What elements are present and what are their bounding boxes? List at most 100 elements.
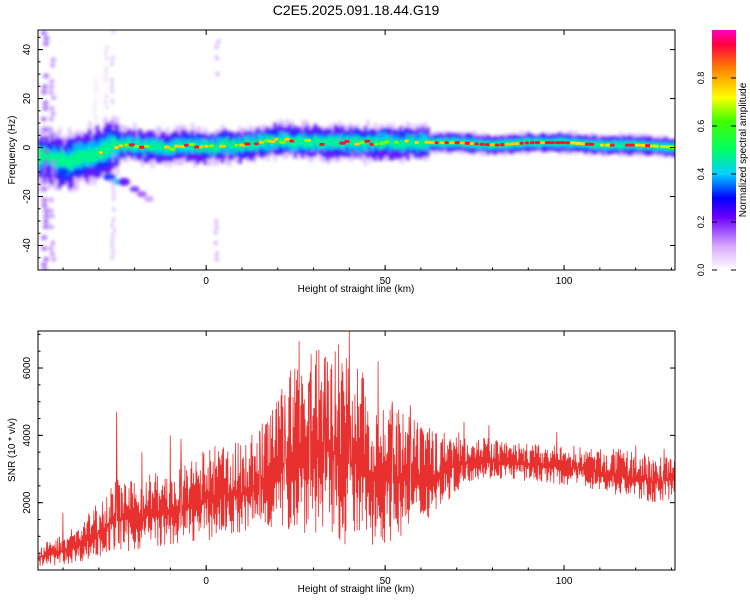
spectrogram-band-cell xyxy=(183,143,187,152)
spectrogram-streak xyxy=(104,66,108,72)
spectrogram-band-cell xyxy=(68,155,72,169)
spectrogram-streak xyxy=(110,239,114,245)
spectrogram-band-cell xyxy=(388,137,393,146)
spectrogram-streak xyxy=(43,148,50,154)
spectrogram-core-cell xyxy=(489,143,497,147)
colorbar-tick-label: 0.0 xyxy=(696,264,706,277)
spectrogram-core-cell xyxy=(128,143,135,147)
spectrogram-streak xyxy=(111,249,116,255)
spectrogram-core-cell xyxy=(123,143,129,147)
colorbar-ticks: 0.0 0.2 0.4 0.6 0.8 xyxy=(696,72,736,277)
spectrogram-core-cell xyxy=(319,142,325,146)
spectrogram-core-cell xyxy=(414,140,419,144)
spectrogram-ytick-label: 40 xyxy=(22,44,33,56)
spectrogram-core-cell xyxy=(384,140,390,144)
spectrogram-band-cell xyxy=(301,138,305,146)
spectrogram-core-cell xyxy=(509,142,516,146)
spectrogram-streak xyxy=(110,61,114,67)
spectrogram-heatmap xyxy=(38,30,675,270)
spectrogram-core-cell xyxy=(499,143,505,147)
spectrogram-core-cell xyxy=(444,141,449,145)
spectrogram-streak xyxy=(50,111,56,117)
spectrogram-band-cell xyxy=(215,144,220,153)
spectrogram-streak xyxy=(42,100,49,106)
colorbar-tick-label: 0.4 xyxy=(696,168,706,181)
spectrogram-band-cell xyxy=(53,152,57,167)
spectrogram-band-cell xyxy=(418,139,423,149)
spectrogram-streak xyxy=(105,104,109,110)
spectrogram-xtick-label: 50 xyxy=(380,276,392,287)
spectrogram-core-cell xyxy=(449,141,455,145)
spectrogram-streak xyxy=(41,89,48,95)
spectrogram-band-cell xyxy=(135,139,140,149)
spectrogram-streak xyxy=(48,245,54,251)
spectrogram-band-cell xyxy=(45,148,49,164)
spectrogram-streak xyxy=(94,88,98,94)
spectrogram-band-cell xyxy=(306,137,310,148)
spectrogram-xlabel: Height of straight line (km) xyxy=(298,284,415,295)
spectrogram-streak xyxy=(48,116,54,122)
spectrogram-streak xyxy=(40,30,47,36)
spectrogram-core-cell xyxy=(259,140,265,144)
spectrogram-streak xyxy=(105,45,109,51)
spectrogram-core-cell xyxy=(118,144,124,148)
spectrogram-blob xyxy=(117,177,130,186)
snr-ylabel: SNR (10 * v/v) xyxy=(7,418,18,482)
spectrogram-band-cell xyxy=(386,135,390,145)
spectrogram-band-cell xyxy=(48,150,52,163)
spectrogram-streak xyxy=(42,224,49,230)
spectrogram-streak xyxy=(104,72,108,78)
spectrogram-streak xyxy=(51,256,57,262)
spectrogram-streak xyxy=(41,165,48,171)
spectrogram-streak xyxy=(104,50,108,56)
spectrogram-streak xyxy=(216,39,221,45)
spectrogram-band-cell xyxy=(58,151,62,165)
spectrogram-band-cell xyxy=(63,153,67,169)
spectrogram-streak xyxy=(50,170,56,176)
spectrogram-band-cell xyxy=(55,154,59,169)
spectrogram-core-cell xyxy=(264,139,271,143)
spectrogram-core-cell xyxy=(254,142,259,146)
spectrogram-ticks: 0 50 100 -40 -20 0 20 40 xyxy=(22,30,675,287)
spectrogram-band-cell xyxy=(293,137,297,149)
spectrogram-band-cell xyxy=(78,148,82,166)
spectrogram-streak xyxy=(214,256,219,262)
spectrogram-streak xyxy=(43,41,50,47)
spectrogram-streak xyxy=(103,99,107,105)
spectrogram-band-cell xyxy=(421,139,425,150)
spectrogram-streak xyxy=(41,245,48,251)
spectrogram-core-cell xyxy=(659,145,666,149)
spectrogram-streak xyxy=(42,105,49,111)
spectrogram-band-cell xyxy=(258,135,262,145)
spectrogram-streak xyxy=(105,55,109,61)
spectrogram-band-cell xyxy=(148,143,152,152)
figure-title: C2E5.2025.091.18.44.G19 xyxy=(272,2,440,18)
spectrogram-ytick-label: 0 xyxy=(22,144,33,150)
spectrogram-streak xyxy=(215,71,220,77)
spectrogram-band-cell xyxy=(596,142,601,148)
spectrogram-core-cell xyxy=(474,142,479,146)
spectrogram-band-cell xyxy=(213,144,217,153)
spectrogram-band-cell xyxy=(113,135,117,153)
spectrogram-streak xyxy=(105,93,109,99)
colorbar-label: Normalized spectral amplitude xyxy=(738,82,749,217)
spectrogram-band-cell xyxy=(263,141,267,150)
spectrogram-band-cell xyxy=(616,142,621,149)
spectrogram-streak xyxy=(111,152,116,158)
spectrogram-streak xyxy=(93,77,97,83)
spectrogram-streak xyxy=(110,244,115,250)
spectrogram-streak xyxy=(214,219,219,225)
spectrogram-core-cell xyxy=(289,139,295,143)
spectrogram-band-cell xyxy=(75,152,80,168)
snr-ytick-label: 4000 xyxy=(22,424,33,447)
spectrogram-band-cell xyxy=(368,136,373,146)
spectrogram-band-cell xyxy=(105,138,110,156)
spectrogram-band-cell xyxy=(351,136,355,147)
spectrogram-band-cell xyxy=(401,139,405,148)
spectrogram-band-cell xyxy=(88,145,92,163)
spectrogram-ytick-label: 20 xyxy=(22,93,33,105)
spectrogram-streak xyxy=(51,95,57,101)
spectrogram-band-cell xyxy=(170,142,175,151)
spectrogram-core-cell xyxy=(464,141,472,145)
